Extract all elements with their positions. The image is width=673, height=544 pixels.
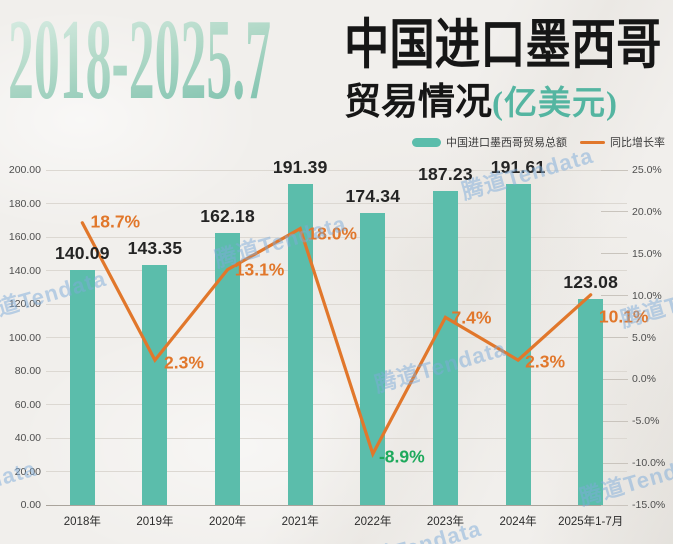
subtitle-unit: (亿美元): [492, 86, 618, 122]
bar-value-label: 143.35: [127, 237, 183, 258]
y-axis-label-right: 25.0%: [632, 164, 662, 176]
y-axis-label-left: 60.00: [14, 398, 41, 411]
y-axis-label-left: 180.00: [8, 197, 41, 210]
bar-value-label: 140.09: [54, 243, 110, 264]
x-axis-label: 2018年: [63, 516, 101, 528]
y-axis-label-left: 80.00: [14, 365, 41, 377]
growth-point-label: 2.3%: [163, 352, 204, 373]
legend-item-growth-rate: 同比增长率: [580, 134, 665, 150]
y-axis-label-right: 0.0%: [632, 373, 656, 386]
legend-label-trade-total: 中国进口墨西哥贸易总额: [446, 137, 567, 149]
y-axis-label-right: 20.0%: [632, 205, 662, 218]
y-axis-label-left: 140.00: [8, 264, 41, 277]
bar-value-label: 174.34: [345, 185, 401, 206]
growth-point-label: 7.4%: [451, 307, 492, 328]
title-year-range: 2018-2025.7: [8, 0, 272, 123]
bar-value-label: 123.08: [563, 271, 619, 292]
legend: 中国进口墨西哥贸易总额 同比增长率: [412, 134, 665, 150]
x-axis-label: 2024年: [499, 516, 537, 528]
legend-item-trade-total: 中国进口墨西哥贸易总额: [412, 134, 567, 150]
growth-point-label: 2.3%: [525, 351, 566, 372]
subtitle: 贸易情况(亿美元): [344, 84, 618, 121]
y-axis-label-left: 160.00: [8, 231, 41, 243]
y-axis-label-left: 100.00: [8, 331, 41, 344]
y-axis-label-left: 200.00: [8, 164, 41, 176]
y-axis-label-right: 5.0%: [632, 331, 656, 344]
growth-point-label: -8.9%: [378, 446, 425, 467]
x-axis-label: 2020年: [209, 516, 247, 528]
x-axis-label: 2019年: [136, 516, 174, 528]
y-axis-label-right: 15.0%: [632, 247, 662, 260]
legend-label-growth-rate: 同比增长率: [610, 137, 665, 149]
y-axis-label-left: 40.00: [14, 432, 41, 444]
x-axis-label: 2022年: [354, 516, 392, 528]
x-axis-label: 2025年1-7月: [558, 516, 624, 528]
y-axis-label-right: -5.0%: [632, 415, 660, 428]
x-axis-label: 2021年: [281, 516, 319, 528]
bar-value-label: 191.39: [272, 157, 328, 178]
bar-value-label: 162.18: [200, 206, 255, 227]
page-title: 中国进口墨西哥: [344, 15, 662, 75]
y-axis-label-left: 0.00: [20, 499, 41, 511]
bar-series-swatch-icon: [412, 137, 441, 147]
growth-point-label: 18.7%: [90, 211, 141, 232]
y-axis-label-right: -15.0%: [632, 499, 666, 511]
subtitle-text: 贸易情况: [344, 82, 492, 123]
